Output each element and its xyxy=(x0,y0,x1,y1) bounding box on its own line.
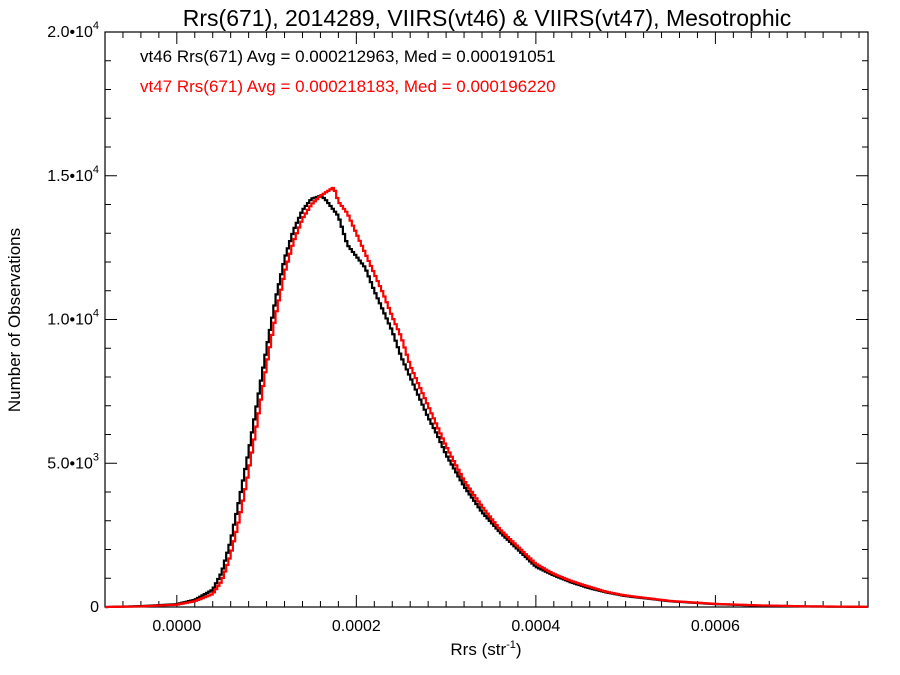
axis-ticks: 0.0000 0.0002 0.0004 0.000605.0•1031.0•1041… xyxy=(47,20,868,635)
x-tick-label: 0.0002 xyxy=(332,618,381,635)
y-tick-mantissa: 2.0•10 xyxy=(47,24,93,41)
y-tick-mantissa: 5.0•10 xyxy=(47,455,93,472)
x-axis-label-close: ) xyxy=(516,640,522,659)
y-axis-label: Number of Observations xyxy=(5,228,24,412)
y-tick-label: 1.5•104 xyxy=(47,164,99,185)
y-tick-label: 0 xyxy=(90,599,99,616)
x-tick-label: 0.0004 xyxy=(511,618,560,635)
y-tick-exponent: 4 xyxy=(93,308,99,320)
y-tick-label: 2.0•104 xyxy=(47,20,99,41)
y-tick-mantissa: 0 xyxy=(90,599,99,616)
x-tick-label: 0.0000 xyxy=(152,618,201,635)
x-tick-label: 0.0006 xyxy=(691,618,740,635)
y-tick-exponent: 4 xyxy=(93,20,99,32)
series-vt47-line xyxy=(105,186,868,609)
x-axis-label: Rrs (str-1) xyxy=(450,639,521,659)
x-axis-label-superscript: -1 xyxy=(506,639,516,651)
chart-title: Rrs(671), 2014289, VIIRS(vt46) & VIIRS(v… xyxy=(183,5,791,31)
y-tick-exponent: 4 xyxy=(93,164,99,176)
y-tick-exponent: 3 xyxy=(93,451,99,463)
y-tick-label: 1.0•104 xyxy=(47,308,99,329)
x-axis-label-base: Rrs (str xyxy=(450,640,506,659)
series-layer xyxy=(105,186,868,609)
y-tick-label: 5.0•103 xyxy=(47,451,99,472)
y-tick-mantissa: 1.5•10 xyxy=(47,168,93,185)
y-tick-mantissa: 1.0•10 xyxy=(47,312,93,329)
annotation-vt47-stats: vt47 Rrs(671) Avg = 0.000218183, Med = 0… xyxy=(140,77,556,96)
plot-frame xyxy=(104,31,869,608)
series-vt46-line xyxy=(105,195,868,609)
annotation-vt46-stats: vt46 Rrs(671) Avg = 0.000212963, Med = 0… xyxy=(140,47,556,66)
